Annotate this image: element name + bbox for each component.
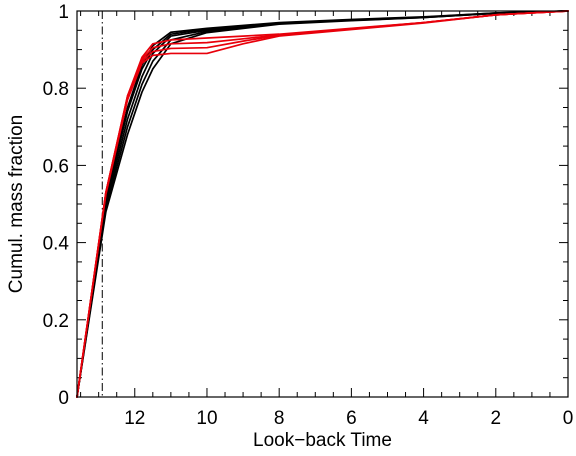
x-tick-label: 12 xyxy=(124,408,145,429)
series-line-1 xyxy=(76,10,569,398)
series-lines xyxy=(76,10,569,398)
series-line-4 xyxy=(76,10,569,398)
x-tick-label: 6 xyxy=(346,408,357,429)
tick-labels: 12 10 8 6 4 2 0 0 0.2 0.4 0.6 0.8 1 xyxy=(43,2,574,429)
y-tick-label: 0 xyxy=(58,388,69,409)
x-tick-label: 10 xyxy=(196,408,217,429)
y-tick-label: 0.6 xyxy=(43,156,69,177)
y-axis-title: Cumul. mass fraction xyxy=(6,115,27,293)
series-line-2 xyxy=(76,10,569,398)
plot-frame xyxy=(76,10,569,398)
series-line-3 xyxy=(76,10,569,398)
x-tick-label: 0 xyxy=(563,408,574,429)
x-axis-title: Look−back Time xyxy=(253,430,392,451)
x-tick-label: 4 xyxy=(418,408,429,429)
y-tick-label: 1 xyxy=(58,2,69,23)
y-tick-label: 0.8 xyxy=(43,79,69,100)
y-tick-label: 0.4 xyxy=(43,234,70,255)
axis-ticks xyxy=(77,10,569,398)
series-line-9 xyxy=(76,10,569,398)
series-line-8 xyxy=(76,10,569,398)
x-tick-label: 2 xyxy=(491,408,502,429)
series-line-6 xyxy=(76,10,569,398)
x-tick-label: 8 xyxy=(274,408,285,429)
series-line-5 xyxy=(76,10,569,398)
y-tick-label: 0.2 xyxy=(43,311,69,332)
series-line-7 xyxy=(76,10,569,398)
